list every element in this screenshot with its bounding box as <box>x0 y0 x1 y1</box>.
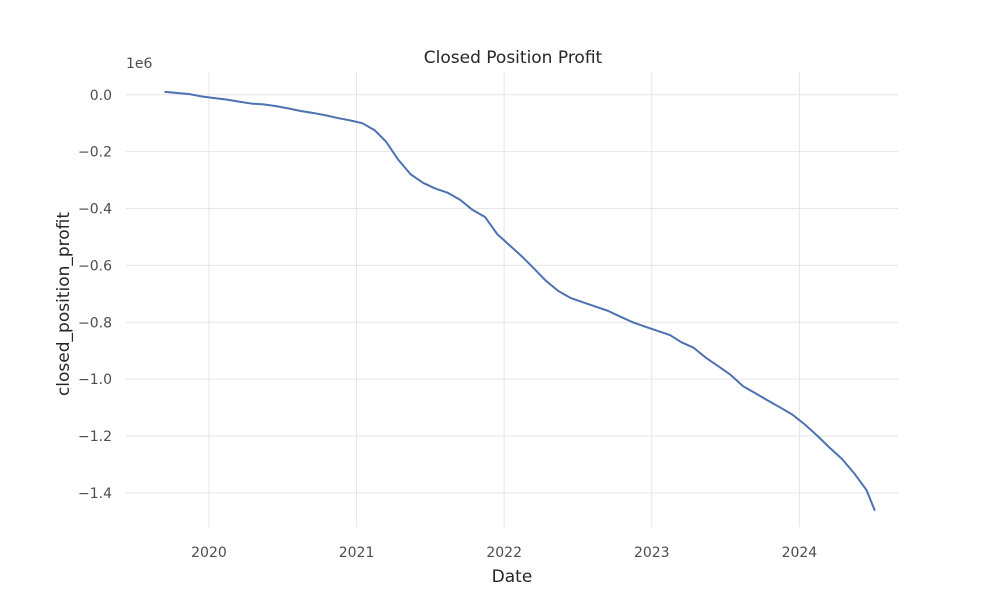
x-tick-label: 2023 <box>634 545 670 561</box>
chart-title: Closed Position Profit <box>424 48 603 68</box>
y-axis-label: closed_position_profit <box>54 212 74 396</box>
y-tick-label: −0.2 <box>78 145 112 161</box>
y-tick-label: −0.4 <box>78 202 112 218</box>
y-offset-label: 1e6 <box>126 56 153 72</box>
x-tick-label: 2020 <box>191 545 227 561</box>
y-tick-label: −0.8 <box>78 315 112 331</box>
x-tick-label: 2022 <box>486 545 522 561</box>
x-gridlines <box>208 72 800 527</box>
x-tick-labels: 2020 2021 2022 2023 2024 <box>191 545 817 561</box>
x-axis-label: Date <box>492 567 533 587</box>
y-gridlines <box>126 94 898 494</box>
y-tick-label: −0.6 <box>78 258 112 274</box>
x-tick-label: 2024 <box>782 545 818 561</box>
y-tick-label: −1.2 <box>78 429 112 445</box>
y-tick-label: −1.0 <box>78 372 112 388</box>
x-tick-label: 2021 <box>339 545 375 561</box>
y-tick-label: 0.0 <box>90 88 112 104</box>
y-tick-labels: 0.0 −0.2 −0.4 −0.6 −0.8 −1.0 −1.2 −1.4 <box>78 88 112 502</box>
y-tick-label: −1.4 <box>78 486 112 502</box>
series-line <box>164 90 876 511</box>
